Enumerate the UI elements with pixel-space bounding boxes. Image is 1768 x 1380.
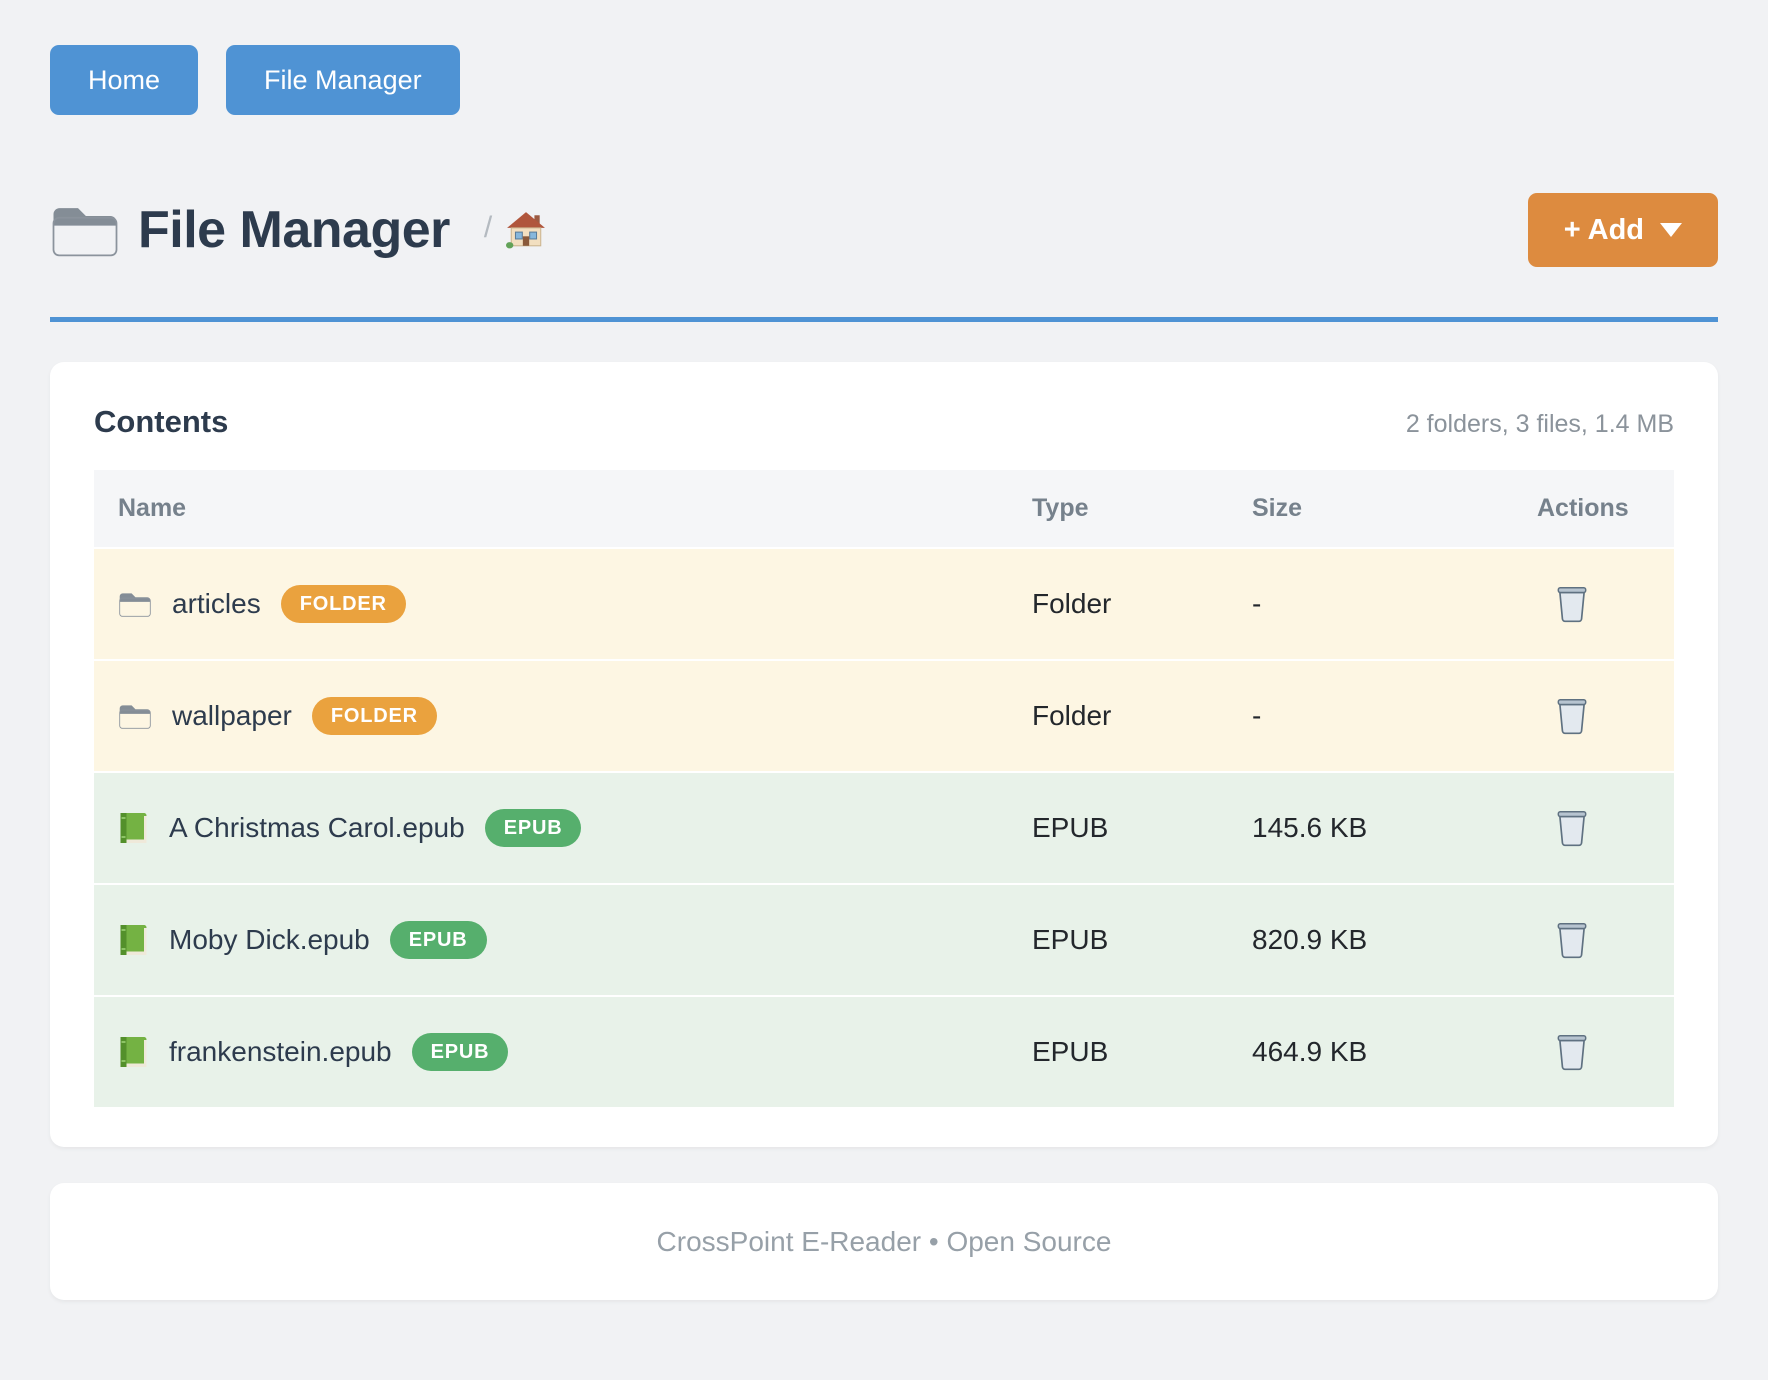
add-button[interactable]: + Add <box>1527 193 1718 267</box>
contents-heading: Contents <box>94 404 229 439</box>
home-button[interactable]: Home <box>50 45 199 115</box>
type-cell: Folder <box>1032 700 1112 731</box>
green-book-icon <box>118 923 149 957</box>
table-row[interactable]: A Christmas Carol.epub EPUB EPUB 145.6 K… <box>94 771 1674 883</box>
delete-button[interactable] <box>1551 1027 1593 1075</box>
epub-badge: EPUB <box>484 809 582 847</box>
file-manager-button[interactable]: File Manager <box>226 45 460 115</box>
column-header-size: Size <box>1252 494 1303 522</box>
folder-badge: FOLDER <box>280 585 406 623</box>
size-cell: 464.9 KB <box>1252 1036 1368 1067</box>
epub-badge: EPUB <box>411 1033 509 1071</box>
home-icon[interactable] <box>506 211 546 249</box>
file-table: Name Type Size Actions articles FOLDER F… <box>94 470 1674 1107</box>
contents-summary: 2 folders, 3 files, 1.4 MB <box>1405 410 1674 438</box>
contents-card-header: Contents 2 folders, 3 files, 1.4 MB <box>94 404 1674 440</box>
footer-text: CrossPoint E-Reader • Open Source <box>656 1225 1112 1257</box>
type-cell: Folder <box>1032 588 1112 619</box>
header-divider <box>50 317 1718 322</box>
title-group: File Manager / <box>50 200 546 260</box>
contents-card: Contents 2 folders, 3 files, 1.4 MB Name… <box>50 362 1718 1147</box>
table-row[interactable]: articles FOLDER Folder - <box>94 547 1674 659</box>
caret-down-icon <box>1660 223 1682 237</box>
size-cell: 145.6 KB <box>1252 812 1368 843</box>
delete-button[interactable] <box>1551 803 1593 851</box>
file-link[interactable]: frankenstein.epub <box>169 1036 392 1067</box>
folder-icon <box>50 200 120 260</box>
column-header-type: Type <box>1032 494 1089 522</box>
green-book-icon <box>118 1035 149 1069</box>
folder-icon <box>118 701 152 731</box>
size-cell: - <box>1252 588 1262 619</box>
green-book-icon <box>118 811 149 845</box>
folder-link[interactable]: articles <box>172 588 261 619</box>
breadcrumb-separator: / <box>483 211 493 244</box>
table-row[interactable]: wallpaper FOLDER Folder - <box>94 659 1674 771</box>
trash-icon <box>1555 1031 1589 1071</box>
trash-icon <box>1555 583 1589 623</box>
folder-link[interactable]: wallpaper <box>172 700 292 731</box>
trash-icon <box>1555 695 1589 735</box>
trash-icon <box>1555 807 1589 847</box>
breadcrumb: / <box>484 211 546 249</box>
table-row[interactable]: Moby Dick.epub EPUB EPUB 820.9 KB <box>94 883 1674 995</box>
size-cell: 820.9 KB <box>1252 924 1368 955</box>
folder-icon <box>118 589 152 619</box>
table-row[interactable]: frankenstein.epub EPUB EPUB 464.9 KB <box>94 995 1674 1107</box>
delete-button[interactable] <box>1551 915 1593 963</box>
delete-button[interactable] <box>1551 579 1593 627</box>
column-header-name: Name <box>118 494 187 522</box>
trash-icon <box>1555 919 1589 959</box>
page-header: File Manager / + Add <box>50 193 1718 267</box>
add-button-label: + Add <box>1563 213 1644 246</box>
type-cell: EPUB <box>1032 924 1109 955</box>
size-cell: - <box>1252 700 1262 731</box>
delete-button[interactable] <box>1551 691 1593 739</box>
type-cell: EPUB <box>1032 1036 1109 1067</box>
epub-badge: EPUB <box>389 921 487 959</box>
file-link[interactable]: A Christmas Carol.epub <box>169 812 465 843</box>
top-nav: Home File Manager <box>50 0 1718 115</box>
type-cell: EPUB <box>1032 812 1109 843</box>
table-header-row: Name Type Size Actions <box>94 470 1674 547</box>
column-header-actions: Actions <box>1537 494 1629 522</box>
file-link[interactable]: Moby Dick.epub <box>169 924 370 955</box>
footer-card: CrossPoint E-Reader • Open Source <box>50 1183 1718 1300</box>
folder-badge: FOLDER <box>311 697 437 735</box>
page-title: File Manager <box>138 201 450 259</box>
